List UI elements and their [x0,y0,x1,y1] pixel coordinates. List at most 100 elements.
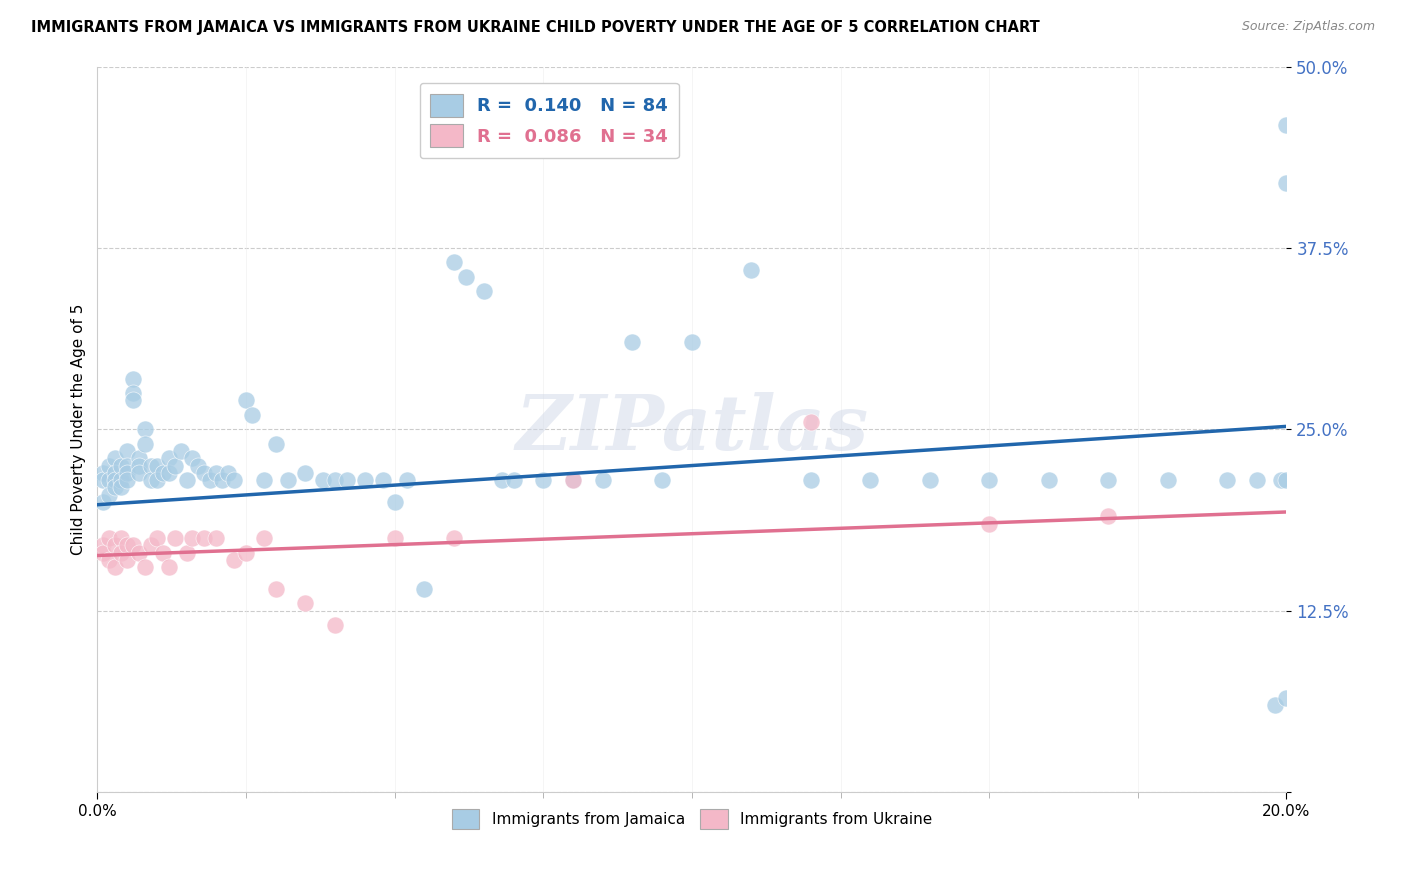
Point [1156,473,1178,487]
Point [98,553,121,567]
Point [1264,698,1286,712]
Point [443,531,465,545]
Point [98,473,121,487]
Point [146,473,169,487]
Point [264,437,287,451]
Point [176,473,198,487]
Point [200,473,222,487]
Point [104,451,127,466]
Point [128,451,150,466]
Point [139,538,162,552]
Point [264,582,287,596]
Point [181,451,204,466]
Point [104,473,127,487]
Point [323,473,346,487]
Point [193,531,215,545]
Point [104,560,127,574]
Point [205,531,228,545]
Point [91,495,114,509]
Point [1275,473,1298,487]
Point [115,473,138,487]
Point [122,538,145,552]
Point [104,538,127,552]
Point [98,458,121,473]
Point [531,473,554,487]
Point [152,466,174,480]
Point [157,560,180,574]
Text: ZIPatlas: ZIPatlas [516,392,869,467]
Point [681,335,703,350]
Point [193,466,215,480]
Point [110,480,132,494]
Text: IMMIGRANTS FROM JAMAICA VS IMMIGRANTS FROM UKRAINE CHILD POVERTY UNDER THE AGE O: IMMIGRANTS FROM JAMAICA VS IMMIGRANTS FR… [31,20,1039,35]
Point [157,451,180,466]
Point [115,553,138,567]
Point [91,473,114,487]
Point [740,262,762,277]
Point [224,473,246,487]
Point [98,531,121,545]
Point [1270,473,1292,487]
Point [454,269,477,284]
Point [384,531,406,545]
Point [277,473,299,487]
Point [443,255,465,269]
Point [354,473,377,487]
Point [235,393,257,408]
Point [979,516,1001,531]
Point [91,545,114,559]
Point [502,473,524,487]
Point [104,466,127,480]
Point [110,545,132,559]
Point [1097,473,1119,487]
Point [134,422,156,436]
Point [413,582,436,596]
Point [128,466,150,480]
Point [384,495,406,509]
Point [128,458,150,473]
Point [1275,118,1298,132]
Point [115,444,138,458]
Point [110,473,132,487]
Point [253,531,276,545]
Point [146,458,169,473]
Point [176,545,198,559]
Point [211,473,233,487]
Point [472,285,495,299]
Point [800,415,823,429]
Point [918,473,941,487]
Point [294,596,316,610]
Point [371,473,394,487]
Point [98,487,121,501]
Point [336,473,359,487]
Text: Source: ZipAtlas.com: Source: ZipAtlas.com [1241,20,1375,33]
Point [323,618,346,632]
Point [312,473,335,487]
Point [110,458,132,473]
Point [122,393,145,408]
Point [163,531,186,545]
Point [169,444,191,458]
Point [240,408,263,422]
Point [592,473,614,487]
Point [562,473,585,487]
Point [253,473,276,487]
Legend: Immigrants from Jamaica, Immigrants from Ukraine: Immigrants from Jamaica, Immigrants from… [446,803,938,835]
Point [128,545,150,559]
Point [235,545,257,559]
Point [1038,473,1060,487]
Y-axis label: Child Poverty Under the Age of 5: Child Poverty Under the Age of 5 [72,303,86,555]
Point [1097,509,1119,524]
Point [491,473,513,487]
Point [800,473,823,487]
Point [134,437,156,451]
Point [104,480,127,494]
Point [157,466,180,480]
Point [110,531,132,545]
Point [1216,473,1239,487]
Point [205,466,228,480]
Point [224,553,246,567]
Point [217,466,239,480]
Point [1246,473,1268,487]
Point [139,458,162,473]
